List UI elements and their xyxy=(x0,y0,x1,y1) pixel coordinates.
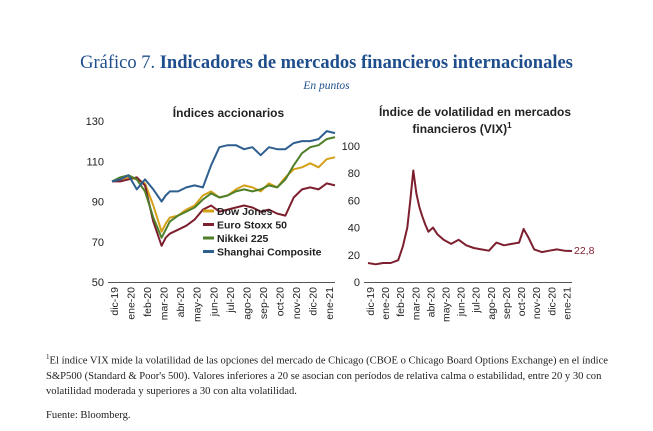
y-tick-label: 130 xyxy=(86,116,104,128)
x-tick-label: nov-20 xyxy=(531,287,543,319)
x-tick-label: feb-20 xyxy=(395,287,407,317)
x-tick-label: ene-21 xyxy=(561,287,573,320)
x-tick-label: abr-20 xyxy=(175,287,187,318)
x-tick-label: dic-19 xyxy=(365,287,377,316)
legend-label: Dow Jones xyxy=(217,206,273,218)
footnote-ref: 1 xyxy=(507,121,512,130)
x-tick-label: may-20 xyxy=(192,287,204,322)
y-tick-label: 110 xyxy=(86,156,104,168)
y-tick-label: 70 xyxy=(92,237,104,249)
x-tick-label: dic-19 xyxy=(109,287,121,316)
y-tick-label: 20 xyxy=(348,250,360,262)
x-tick-label: jun-20 xyxy=(456,287,468,317)
y-tick-label: 60 xyxy=(348,195,360,207)
x-tick-label: dic-20 xyxy=(307,287,319,316)
x-tick-label: dic-20 xyxy=(546,287,558,316)
legend-label: Nikkei 225 xyxy=(217,233,269,245)
footnote-mark: 1 xyxy=(46,353,50,361)
x-tick-label: ene-20 xyxy=(126,287,138,320)
y-tick-label: 80 xyxy=(348,168,360,180)
y-tick-label: 40 xyxy=(348,223,360,235)
x-tick-label: oct-20 xyxy=(516,287,528,316)
page-title: Gráfico 7. Indicadores de mercados finan… xyxy=(0,53,653,74)
y-tick-label: 90 xyxy=(92,197,104,209)
x-tick-label: ene-21 xyxy=(324,287,336,320)
x-tick-label: feb-20 xyxy=(142,287,154,317)
x-tick-label: may-20 xyxy=(440,287,452,322)
chart-title: Índices accionarios xyxy=(173,105,285,120)
x-tick-label: jul-20 xyxy=(471,287,483,314)
x-tick-label: ago-20 xyxy=(486,287,498,320)
source-note: Fuente: Bloomberg. xyxy=(46,410,131,421)
x-tick-label: ago-20 xyxy=(241,287,253,320)
y-tick-label: 0 xyxy=(354,277,360,289)
footnote-text: El índice VIX mide la volatilidad de las… xyxy=(46,355,608,397)
x-tick-label: mar-20 xyxy=(410,287,422,320)
series-line xyxy=(111,136,336,239)
x-tick-label: oct-20 xyxy=(274,287,286,316)
series-line xyxy=(111,130,336,203)
x-tick-label: abr-20 xyxy=(425,287,437,318)
title-main: Indicadores de mercados financieros inte… xyxy=(159,53,573,73)
x-tick-label: jun-20 xyxy=(208,287,220,317)
end-value-label: 22,8 xyxy=(574,245,595,257)
x-tick-label: sep-20 xyxy=(258,287,270,319)
chart-title: financieros (VIX)1 xyxy=(412,121,512,136)
y-tick-label: 100 xyxy=(342,141,360,153)
x-tick-label: ene-20 xyxy=(380,287,392,320)
legend-label: Shanghai Composite xyxy=(217,247,322,259)
y-tick-label: 50 xyxy=(92,277,104,289)
x-tick-label: jul-20 xyxy=(225,287,237,314)
series-line xyxy=(367,169,573,266)
x-tick-label: mar-20 xyxy=(159,287,171,320)
footnote: 1El índice VIX mide la volatilidad de la… xyxy=(46,350,626,399)
page-subtitle: En puntos xyxy=(303,80,350,92)
chart-title: Índice de volatilidad en mercados xyxy=(379,104,571,119)
x-tick-label: sep-20 xyxy=(501,287,513,319)
x-tick-label: nov-20 xyxy=(291,287,303,319)
legend-label: Euro Stoxx 50 xyxy=(217,220,287,232)
title-prefix: Gráfico 7. xyxy=(80,53,156,73)
